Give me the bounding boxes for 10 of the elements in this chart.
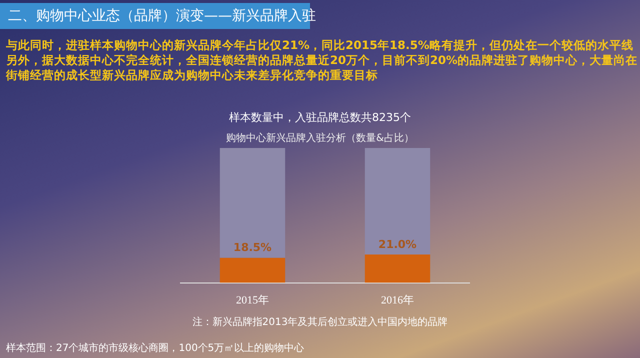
- text: 样本数量中，入驻品牌总数共8235个: [228, 110, 412, 125]
- chart-subtitle: 与此同时，进驻样本购物中心的新兴品牌今年占比仅21%，同比2015年18.5%略有提升，但仍处在一个较低的水平线另外，据大数据中心不完全统计，全国连锁经营的品牌总量近20万个，目前不到20%的品牌进驻了购物中心，大量尚在街铺经营的成长型新兴品牌应成为购物中心未来差异化竞争的重要目标: [6, 38, 638, 83]
- x-tick-label: 2015年: [236, 294, 269, 306]
- text: 注：新兴品牌指2013年及其后创立或进入中国内地的品牌: [191, 316, 449, 329]
- x-tick-label: 2016年: [381, 294, 414, 306]
- text: 样本范围：27个城市的市级核心商圈，100个5万㎡以上的购物中心: [6, 342, 304, 355]
- chart-title: 购物中心新兴品牌入驻分析（数量&占比）: [225, 132, 415, 145]
- text: 二、购物中心业态（品牌）演变——新兴品牌入驻: [7, 7, 316, 26]
- data-label: 18.5%: [233, 241, 272, 254]
- data-label: 21.0%: [378, 238, 417, 251]
